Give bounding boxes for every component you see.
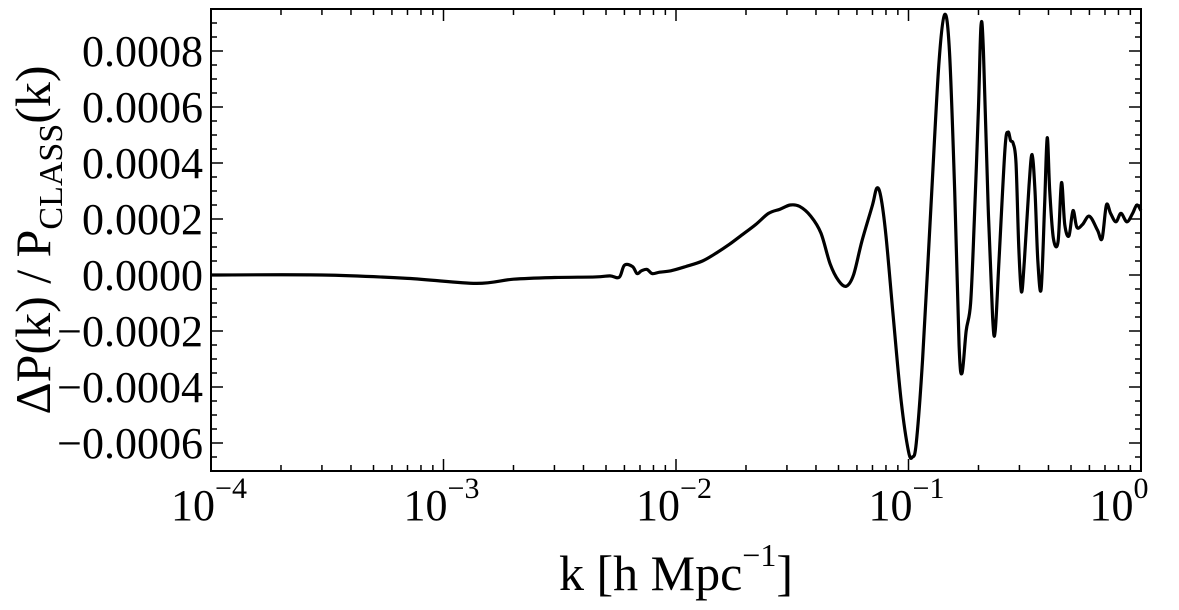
- x-tick-label: 10−4: [171, 472, 247, 530]
- series-line: [210, 12, 1143, 460]
- x-axis-title: k [h Mpc−1]: [559, 537, 793, 601]
- x-axis-title-end: ]: [776, 545, 793, 601]
- x-tick-label-base: 10: [1090, 481, 1134, 530]
- x-tick-label-exp: −3: [448, 472, 480, 505]
- y-axis-title-sub: CLASS: [33, 124, 70, 230]
- y-tick-label: −0.0002: [57, 307, 203, 356]
- x-tick-label-exp: −2: [680, 472, 712, 505]
- y-tick-label: 0.0006: [82, 83, 203, 132]
- x-tick-label-exp: −1: [913, 472, 945, 505]
- y-axis-title-main: ΔP(k) / P: [5, 230, 61, 415]
- y-tick-label: 0.0000: [82, 251, 203, 300]
- y-axis-title: ΔP(k) / PCLASS(k): [5, 65, 70, 414]
- x-axis-title-main: k [h Mpc: [559, 545, 742, 601]
- x-tick-label: 10−3: [404, 472, 480, 530]
- x-tick-label-exp: 0: [1134, 472, 1149, 505]
- x-tick-label-exp: −4: [215, 472, 247, 505]
- x-tick-labels: 10−4 10−3 10−2 10−1 100: [171, 472, 1148, 530]
- x-tick-label: 100: [1090, 472, 1149, 530]
- y-tick-label: 0.0008: [82, 27, 203, 76]
- x-tick-label: 10−2: [636, 472, 712, 530]
- ticks: [210, 8, 1142, 472]
- y-tick-label: −0.0004: [57, 363, 203, 412]
- x-tick-label-base: 10: [636, 481, 680, 530]
- y-tick-label: −0.0006: [57, 419, 203, 468]
- y-tick-labels: 0.0008 0.0006 0.0004 0.0002 0.0000 −0.0002 −0.…: [57, 27, 203, 468]
- x-axis-title-sup: −1: [742, 537, 776, 573]
- y-axis-title-end: (k): [5, 65, 61, 123]
- x-tick-label-base: 10: [404, 481, 448, 530]
- x-tick-label: 10−1: [869, 472, 945, 530]
- y-tick-label: 0.0002: [82, 195, 203, 244]
- x-tick-label-base: 10: [171, 481, 215, 530]
- y-tick-label: 0.0004: [82, 139, 203, 188]
- x-tick-label-base: 10: [869, 481, 913, 530]
